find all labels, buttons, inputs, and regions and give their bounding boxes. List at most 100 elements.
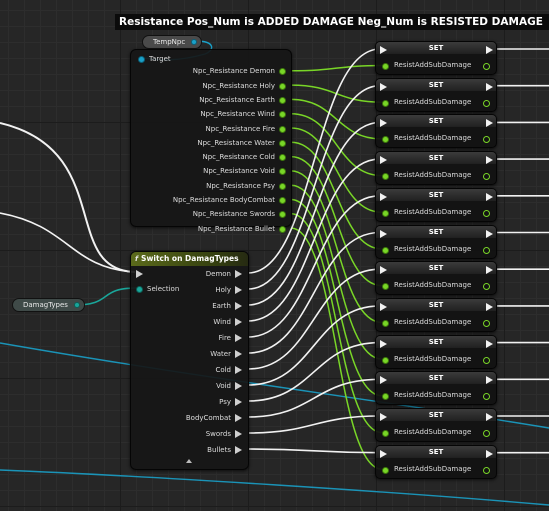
set-resistaddsubdamage-node[interactable]: SET ResistAddSubDamage [375,41,497,75]
switch-case-exec-pin[interactable] [235,414,242,422]
exec-wire[interactable] [247,231,381,354]
switch-case-exec-pin[interactable] [235,350,242,358]
getter-output-pin[interactable] [279,82,286,90]
set-exec-input-pin[interactable] [380,192,387,201]
set-value-input-pin[interactable] [382,393,389,401]
set-exec-input-pin[interactable] [380,46,387,54]
switch-case-exec-pin[interactable] [235,398,242,406]
switch-case-exec-pin[interactable] [235,302,242,310]
float-wire[interactable] [290,184,383,360]
tempnpc-variable-node[interactable]: TempNpc [142,35,203,49]
comment-box-title[interactable]: Resistance Pos_Num is ADDED DAMAGE Neg_N… [115,14,549,30]
exec-wire[interactable] [247,378,381,418]
set-exec-input-pin[interactable] [380,302,387,311]
set-exec-output-pin[interactable] [486,192,493,201]
set-value-input-pin[interactable] [382,430,389,437]
set-value-input-pin[interactable] [382,63,389,70]
exec-wire[interactable] [247,305,381,386]
set-value-output-pin[interactable] [483,466,490,474]
set-value-input-pin[interactable] [382,466,389,474]
set-resistaddsubdamage-node[interactable]: SET ResistAddSubDamage [375,151,497,186]
damagtypes-variable-node[interactable]: DamagTypes [12,298,85,312]
float-wire[interactable] [290,155,383,287]
exec-wire[interactable] [247,121,381,306]
set-resistaddsubdamage-node[interactable]: SET ResistAddSubDamage [375,444,497,479]
set-exec-output-pin[interactable] [486,339,493,348]
set-value-input-pin[interactable] [382,99,389,107]
exec-wire[interactable] [247,415,381,434]
set-value-output-pin[interactable] [483,356,490,364]
tempnpc-output-pin[interactable] [191,39,198,45]
selection-input-pin[interactable] [136,286,143,293]
set-resistaddsubdamage-node[interactable]: SET ResistAddSubDamage [375,114,497,149]
set-resistaddsubdamage-node[interactable]: SET ResistAddSubDamage [375,187,497,222]
set-value-output-pin[interactable] [483,136,490,144]
switch-case-exec-pin[interactable] [235,318,242,326]
switch-case-exec-pin[interactable] [235,382,242,390]
float-wire[interactable] [290,213,383,434]
float-wire[interactable] [290,112,383,177]
set-exec-output-pin[interactable] [486,119,493,128]
switch-on-damagtypes-node[interactable]: f Switch on DamagTypes Selection Demon Hol… [130,251,249,470]
set-value-input-pin[interactable] [382,246,389,254]
getter-output-pin[interactable] [279,197,286,204]
switch-case-exec-pin[interactable] [235,334,242,342]
exec-wire[interactable] [0,212,136,273]
set-resistaddsubdamage-node[interactable]: SET ResistAddSubDamage [375,297,497,332]
set-exec-output-pin[interactable] [486,376,493,385]
switch-case-exec-pin[interactable] [235,286,242,294]
set-exec-input-pin[interactable] [380,266,387,275]
getter-output-pin[interactable] [279,96,286,104]
switch-exec-input-pin[interactable] [136,270,143,278]
target-input-pin[interactable] [138,56,145,63]
set-value-output-pin[interactable] [483,246,490,254]
float-wire[interactable] [290,198,383,397]
getter-output-pin[interactable] [279,125,286,133]
exec-wire[interactable] [247,448,381,454]
set-resistaddsubdamage-node[interactable]: SET ResistAddSubDamage [375,408,497,442]
set-value-output-pin[interactable] [483,319,490,327]
set-resistaddsubdamage-node[interactable]: SET ResistAddSubDamage [375,334,497,369]
set-exec-output-pin[interactable] [486,156,493,165]
set-exec-output-pin[interactable] [486,82,493,91]
exec-wire[interactable] [0,122,136,273]
set-exec-output-pin[interactable] [486,302,493,311]
set-value-output-pin[interactable] [483,209,490,217]
exec-wire[interactable] [247,341,381,402]
getter-output-pin[interactable] [279,211,286,219]
set-value-input-pin[interactable] [382,283,389,291]
set-exec-output-pin[interactable] [486,413,493,421]
getter-output-pin[interactable] [279,225,286,233]
set-value-output-pin[interactable] [483,63,490,70]
set-value-input-pin[interactable] [382,173,389,181]
exec-wire[interactable] [247,195,381,338]
set-exec-output-pin[interactable] [486,46,493,54]
exec-wire[interactable] [247,268,381,370]
object-wire[interactable] [0,469,549,506]
set-value-output-pin[interactable] [483,393,490,401]
set-exec-input-pin[interactable] [380,449,387,458]
exec-wire[interactable] [247,84,381,290]
getter-output-pin[interactable] [279,111,286,119]
damagtypes-output-pin[interactable] [73,302,80,308]
getter-output-pin[interactable] [279,139,286,147]
float-wire[interactable] [290,127,383,214]
getter-output-pin[interactable] [279,154,286,162]
exec-wire[interactable] [247,158,381,322]
set-exec-input-pin[interactable] [380,156,387,165]
switch-case-exec-pin[interactable] [235,430,242,438]
set-value-output-pin[interactable] [483,173,490,181]
collapse-arrow-icon[interactable] [186,459,192,463]
set-exec-input-pin[interactable] [380,339,387,348]
set-value-input-pin[interactable] [382,319,389,327]
float-wire[interactable] [290,98,383,140]
set-resistaddsubdamage-node[interactable]: SET ResistAddSubDamage [375,261,497,296]
set-exec-input-pin[interactable] [380,376,387,385]
npc-resistance-getter-node[interactable]: Target Npc_Resistance Demon Npc_Resistanc… [130,49,292,233]
getter-output-pin[interactable] [279,182,286,190]
float-wire[interactable] [290,170,383,324]
set-exec-input-pin[interactable] [380,82,387,91]
set-value-output-pin[interactable] [483,430,490,437]
switch-case-exec-pin[interactable] [235,270,242,278]
